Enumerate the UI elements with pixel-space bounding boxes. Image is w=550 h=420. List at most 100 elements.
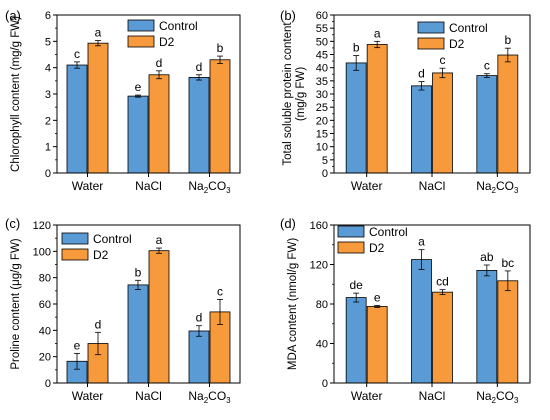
panel-label: (c) bbox=[5, 216, 20, 231]
y-tick-label: 0 bbox=[45, 168, 51, 180]
legend-label-d2: D2 bbox=[159, 35, 175, 49]
legend-swatch-d2 bbox=[337, 241, 365, 254]
plot-frame bbox=[333, 14, 531, 174]
significance-label: e bbox=[135, 80, 142, 94]
significance-label: a bbox=[156, 233, 163, 247]
x-tick-label: Water bbox=[72, 389, 104, 403]
y-axis-label: MDA content (nmol/g FW) bbox=[287, 238, 299, 370]
y-tick-label: 35 bbox=[316, 76, 328, 88]
x-tick-label: Water bbox=[72, 179, 104, 193]
tick-text: Water bbox=[351, 389, 383, 403]
tick-text: NaCl bbox=[419, 389, 446, 403]
significance-label: b bbox=[217, 41, 224, 55]
tick-subscript: 2 bbox=[204, 396, 209, 405]
legend: Control D2 bbox=[61, 232, 132, 262]
bar-d2 bbox=[148, 250, 170, 384]
bar-d2 bbox=[497, 280, 519, 384]
bar-d2 bbox=[366, 44, 388, 174]
legend-label-control: Control bbox=[93, 232, 132, 246]
legend-swatch-d2 bbox=[417, 37, 445, 50]
bar-d2 bbox=[497, 54, 519, 174]
y-tick-label: 160 bbox=[310, 220, 328, 232]
legend-swatch-d2 bbox=[61, 248, 89, 261]
legend-label-control: Control bbox=[369, 225, 408, 239]
significance-label: d bbox=[196, 311, 203, 325]
tick-text: CO bbox=[496, 179, 514, 193]
y-tick-label: 80 bbox=[39, 273, 51, 285]
y-axis-label: Total soluble protein content bbox=[282, 22, 294, 166]
tick-subscript: 3 bbox=[226, 186, 231, 195]
y-axis-label: (mg/g FW) bbox=[295, 67, 307, 121]
significance-label: e bbox=[74, 338, 81, 352]
significance-label: e bbox=[374, 290, 381, 304]
significance-label: c bbox=[217, 284, 223, 298]
y-tick-label: 0 bbox=[45, 378, 51, 390]
significance-label: a bbox=[95, 26, 102, 40]
tick-text: Water bbox=[72, 179, 104, 193]
legend-swatch-control bbox=[61, 232, 89, 245]
tick-subscript: 2 bbox=[492, 186, 497, 195]
y-tick-label: 55 bbox=[316, 23, 328, 35]
legend: Control D2 bbox=[337, 225, 408, 255]
y-tick-label: 100 bbox=[33, 246, 51, 258]
panel-c: (c)edWaterbaNaCldcNa2CO3020406080100120P… bbox=[5, 216, 241, 405]
legend: Control D2 bbox=[127, 19, 198, 49]
y-tick-label: 1 bbox=[45, 142, 51, 154]
x-tick-label: NaCl bbox=[419, 179, 446, 193]
significance-label: ab bbox=[480, 250, 494, 264]
x-tick-label: NaCl bbox=[135, 389, 162, 403]
y-axis-label: Chlorophyll content (mg/g FW) bbox=[10, 16, 22, 172]
y-tick-label: 15 bbox=[316, 129, 328, 141]
bar-control bbox=[411, 85, 432, 174]
tick-text: Na bbox=[476, 389, 492, 403]
y-tick-label: 80 bbox=[316, 299, 328, 311]
bar-d2 bbox=[432, 291, 453, 384]
y-tick-label: 20 bbox=[316, 115, 328, 127]
bar-control bbox=[345, 62, 367, 174]
significance-label: a bbox=[418, 235, 425, 249]
y-tick-label: 5 bbox=[45, 36, 51, 48]
bar-control bbox=[127, 284, 149, 384]
tick-subscript: 2 bbox=[204, 186, 209, 195]
significance-label: bc bbox=[501, 256, 514, 270]
bar-d2 bbox=[148, 74, 170, 174]
y-tick-label: 3 bbox=[45, 89, 51, 101]
panel-d: (d) dee Water a cd NaCl ab bc Na2CO3 0 40 80 120 160 M… bbox=[280, 216, 531, 405]
bar-control bbox=[188, 330, 210, 384]
significance-label: d bbox=[95, 317, 102, 331]
significance-label: d bbox=[156, 56, 163, 70]
y-tick-label: 40 bbox=[316, 339, 328, 351]
legend-swatch-control bbox=[337, 225, 365, 238]
y-tick-label: 2 bbox=[45, 115, 51, 127]
legend-label-d2: D2 bbox=[369, 241, 385, 255]
y-axis-label: Proline content (μg/g FW) bbox=[10, 238, 22, 369]
tick-text: Water bbox=[351, 179, 383, 193]
y-tick-label: 120 bbox=[310, 260, 328, 272]
legend-swatch-control bbox=[127, 19, 155, 32]
significance-label: d bbox=[418, 67, 425, 81]
x-tick-label: NaCl bbox=[419, 389, 446, 403]
tick-text: Na bbox=[476, 179, 492, 193]
plot-frame bbox=[56, 14, 241, 174]
legend: Control D2 bbox=[417, 21, 488, 51]
x-tick-label: NaCl bbox=[135, 179, 162, 193]
plot-frame bbox=[56, 224, 241, 384]
significance-label: b bbox=[504, 33, 511, 47]
tick-subscript: 3 bbox=[514, 186, 519, 195]
panel-a: (a)caWateredNaCldbNa2CO30123456Chlorophy… bbox=[5, 8, 241, 195]
y-tick-label: 0 bbox=[322, 168, 328, 180]
bar-control bbox=[476, 75, 498, 174]
legend-label-control: Control bbox=[449, 21, 488, 35]
panel-label: (b) bbox=[280, 8, 296, 23]
tick-text: Na bbox=[188, 389, 204, 403]
y-tick-label: 40 bbox=[316, 63, 328, 75]
y-tick-label: 4 bbox=[45, 63, 51, 75]
bar-d2 bbox=[366, 306, 388, 384]
bar-control bbox=[411, 259, 432, 384]
y-tick-label: 5 bbox=[322, 155, 328, 167]
significance-label: b bbox=[353, 41, 360, 55]
x-tick-label: Na2CO3 bbox=[476, 179, 519, 195]
bar-control bbox=[127, 95, 149, 174]
significance-label: de bbox=[349, 278, 363, 292]
